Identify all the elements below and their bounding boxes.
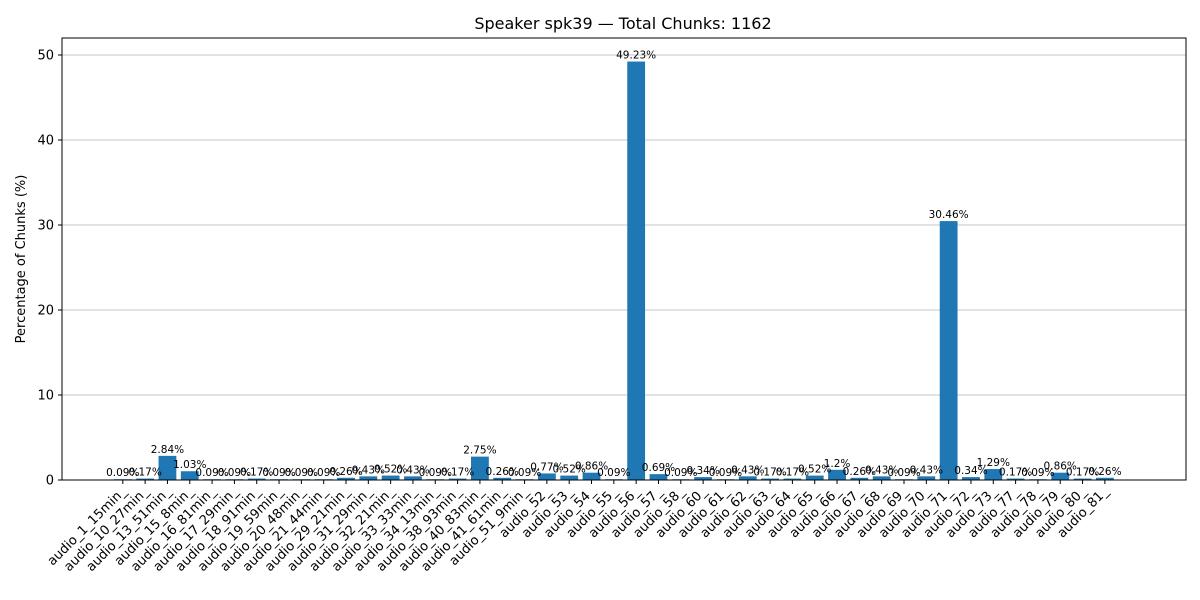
bar-data-label: 0.09% xyxy=(887,467,920,479)
y-tick-label: 40 xyxy=(37,134,54,149)
grid-lines xyxy=(62,54,1186,481)
bar xyxy=(1006,478,1025,480)
bar-data-label: 0.09% xyxy=(597,467,630,479)
bar xyxy=(783,478,802,480)
bars xyxy=(113,61,1114,481)
bar xyxy=(560,475,579,480)
bar xyxy=(1073,478,1092,480)
bar xyxy=(537,473,556,480)
bar xyxy=(627,61,646,481)
bar-data-label: 0.34% xyxy=(686,465,719,477)
bar-data-label: 1.03% xyxy=(173,459,206,471)
bar-data-label: 0.26% xyxy=(486,466,519,478)
bar-data-label: 0.09% xyxy=(106,467,139,479)
bar-data-label: 0.43% xyxy=(396,464,429,476)
plot-frame xyxy=(61,37,1187,481)
bar xyxy=(448,478,467,480)
bar xyxy=(872,476,891,480)
data-labels: 0.09%0.17%2.84%1.03%0.09%0.09%0.17%0.09%… xyxy=(106,50,1121,480)
bar xyxy=(359,476,378,480)
bar-data-label: 0.26% xyxy=(1088,466,1121,478)
bar xyxy=(738,476,757,480)
bar-data-label: 0.09% xyxy=(664,467,697,479)
bar-data-label: 0.17% xyxy=(240,467,273,479)
bar-data-label: 0.43% xyxy=(910,464,943,476)
bar-data-label: 0.34% xyxy=(954,465,987,477)
bar xyxy=(984,469,1003,480)
bar xyxy=(158,455,177,480)
chart-title: Speaker spk39 — Total Chunks: 1162 xyxy=(474,14,771,33)
bar-data-label: 0.43% xyxy=(352,464,385,476)
y-ticks: 0 10 20 30 40 50 xyxy=(37,49,62,489)
y-tick-label: 30 xyxy=(37,219,54,234)
bar-data-label: 2.84% xyxy=(151,444,184,456)
y-tick-label: 20 xyxy=(37,304,54,319)
bar-data-label: 1.2% xyxy=(824,458,851,470)
bar-data-label: 0.26% xyxy=(843,466,876,478)
bar-data-label: 0.86% xyxy=(575,461,608,473)
bar xyxy=(828,469,846,480)
bar-data-label: 0.09% xyxy=(1021,467,1054,479)
bar-data-label: 0.09% xyxy=(307,467,340,479)
bar xyxy=(381,475,400,480)
bar-data-label: 0.86% xyxy=(1044,461,1077,473)
bar-data-label: 49.23% xyxy=(616,50,656,62)
bar xyxy=(1095,477,1114,480)
bar xyxy=(694,477,713,480)
bar xyxy=(962,477,980,480)
y-tick-label: 0 xyxy=(46,474,54,489)
bar-data-label: 0.09% xyxy=(262,467,295,479)
bar-data-label: 0.69% xyxy=(642,462,675,474)
bar-data-label: 0.52% xyxy=(553,464,586,476)
bar-data-label: 0.17% xyxy=(441,467,474,479)
bar-data-label: 0.17% xyxy=(753,467,786,479)
bar-data-label: 0.77% xyxy=(530,461,563,473)
bar-data-label: 2.75% xyxy=(463,445,496,457)
bar xyxy=(805,475,824,480)
bar-data-label: 0.43% xyxy=(865,464,898,476)
bar-data-label: 0.09% xyxy=(709,467,742,479)
bar-data-label: 0.17% xyxy=(128,467,161,479)
bar-data-label: 0.52% xyxy=(798,464,831,476)
bar xyxy=(850,477,869,480)
bar xyxy=(337,477,355,480)
bar xyxy=(180,471,199,480)
bar xyxy=(1051,472,1070,480)
bar xyxy=(649,474,668,480)
bar xyxy=(493,477,512,480)
bar xyxy=(136,478,155,480)
bar-data-label: 0.09% xyxy=(218,467,251,479)
bar-data-label: 0.09% xyxy=(195,467,228,479)
y-tick-label: 50 xyxy=(37,49,54,64)
y-tick-label: 10 xyxy=(37,389,54,404)
bar xyxy=(404,476,422,480)
bar-data-label: 1.29% xyxy=(977,457,1010,469)
bar-data-label: 0.09% xyxy=(419,467,452,479)
bar-data-label: 0.17% xyxy=(776,467,809,479)
bar-data-label: 0.17% xyxy=(1066,467,1099,479)
bar xyxy=(939,221,958,480)
bar-data-label: 0.26% xyxy=(329,466,362,478)
bar-data-label: 0.43% xyxy=(731,464,764,476)
bar xyxy=(761,478,779,480)
bar-data-label: 0.09% xyxy=(508,467,541,479)
bar xyxy=(471,456,489,480)
bar xyxy=(247,478,266,480)
bar xyxy=(582,472,601,480)
bar-data-label: 0.52% xyxy=(374,464,407,476)
x-ticks: audio_1_15min_audio_10_27min_audio_13_51… xyxy=(45,480,1112,575)
bar-data-label: 0.09% xyxy=(285,467,318,479)
bar-data-label: 30.46% xyxy=(929,209,969,221)
y-axis-label: Percentage of Chunks (%) xyxy=(14,175,29,344)
bar-data-label: 0.17% xyxy=(999,467,1032,479)
bar xyxy=(917,476,936,480)
